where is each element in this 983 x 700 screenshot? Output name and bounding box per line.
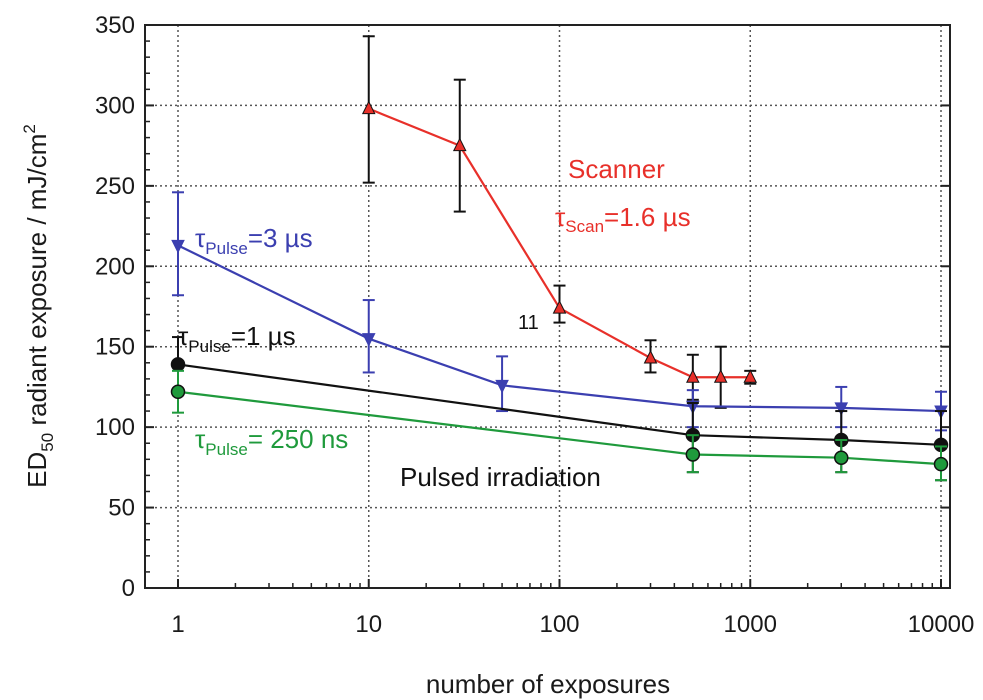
axis-ticks: 1 10 100 1000 10000 0 50 100 150 200 250 300 350 — [95, 12, 974, 638]
y-axis-title-prefix-sub: 50 — [38, 433, 57, 452]
data-point-0-3 — [643, 349, 658, 364]
data-point-0-6 — [743, 369, 758, 383]
data-point-3-2 — [834, 450, 849, 465]
data-point-2-0 — [170, 357, 186, 372]
data-point-0-4 — [686, 369, 700, 383]
data-point-0-0 — [361, 100, 376, 115]
data-point-1-1 — [361, 333, 376, 347]
x-axis-title: number of exposures — [426, 669, 670, 699]
annotation-tau-pulse-1: τPulse=1 µs — [178, 321, 296, 356]
series-line-3 — [177, 390, 942, 466]
series-3 — [170, 369, 949, 482]
data-point-3-0 — [170, 384, 186, 400]
annotation-tau-pulse-250-tau: τ — [195, 424, 206, 454]
data-point-3-3 — [933, 456, 949, 472]
y-tick-label-0: 0 — [122, 575, 135, 602]
annotation-tau-pulse-3: τPulse=3 µs — [195, 223, 313, 258]
series-line-1 — [177, 244, 942, 413]
annotation-tau-scan: τScan=1.6 µs — [555, 202, 691, 236]
y-axis-title-sup: 2 — [20, 124, 39, 133]
annotation-tau-pulse-250-sub: Pulse — [205, 440, 248, 459]
y-tick-label-2: 100 — [95, 414, 135, 441]
data-point-1-4 — [834, 402, 849, 416]
annotation-tau-pulse-3-rest: =3 µs — [248, 223, 313, 253]
x-tick-label-2: 100 — [539, 611, 579, 638]
svg-text:ED50 radiant exposure / mJ/cm: ED50 radiant exposure / mJ/cm2 — [20, 124, 57, 488]
x-tick-label-0: 1 — [171, 611, 184, 638]
plot-frame — [144, 24, 951, 589]
y-tick-label-6: 300 — [95, 92, 135, 119]
y-tick-label-3: 150 — [95, 334, 135, 361]
x-tick-label-1: 10 — [355, 611, 382, 638]
data-point-0-1 — [452, 137, 467, 152]
annotation-tau-scan-rest: =1.6 µs — [604, 202, 691, 232]
y-axis-title-prefix: ED — [22, 452, 52, 488]
y-axis-title-main: radiant exposure / mJ/cm — [22, 134, 52, 433]
y-tick-label-4: 200 — [95, 253, 135, 280]
y-tick-label-1: 50 — [108, 495, 135, 522]
data-point-0-5 — [713, 369, 728, 383]
annotation-tau-pulse-1-sub: Pulse — [188, 337, 231, 356]
x-tick-label-3: 1000 — [724, 611, 777, 638]
annotation-tau-pulse-250: τPulse= 250 ns — [195, 424, 348, 459]
data-point-3-1 — [685, 447, 701, 462]
annotation-pulsed-irradiation: Pulsed irradiation — [400, 462, 601, 492]
annotation-scanner: Scanner — [568, 154, 665, 184]
annotation-tau-pulse-250-rest: = 250 ns — [248, 424, 348, 454]
y-tick-label-7: 350 — [95, 12, 135, 39]
y-tick-label-5: 250 — [95, 173, 135, 200]
annotation-tau-pulse-3-tau: τ — [195, 223, 206, 253]
x-tick-label-4: 10000 — [908, 611, 975, 638]
series-layer — [170, 35, 949, 482]
y-axis-title: ED50 radiant exposure / mJ/cm2 — [20, 124, 57, 488]
series-line-2 — [177, 363, 942, 446]
annotation-tau-pulse-1-rest: =1 µs — [231, 321, 296, 351]
data-point-1-2 — [495, 379, 509, 394]
annotation-tau-scan-sub: Scan — [565, 217, 604, 236]
annotation-tau-scan-tau: τ — [555, 202, 566, 232]
annotation-tau-pulse-1-tau: τ — [178, 321, 189, 351]
data-point-1-0 — [171, 239, 185, 254]
data-point-0-2 — [552, 299, 567, 314]
annotation-point-11: 11 — [518, 312, 539, 334]
annotation-tau-pulse-3-sub: Pulse — [205, 239, 248, 258]
